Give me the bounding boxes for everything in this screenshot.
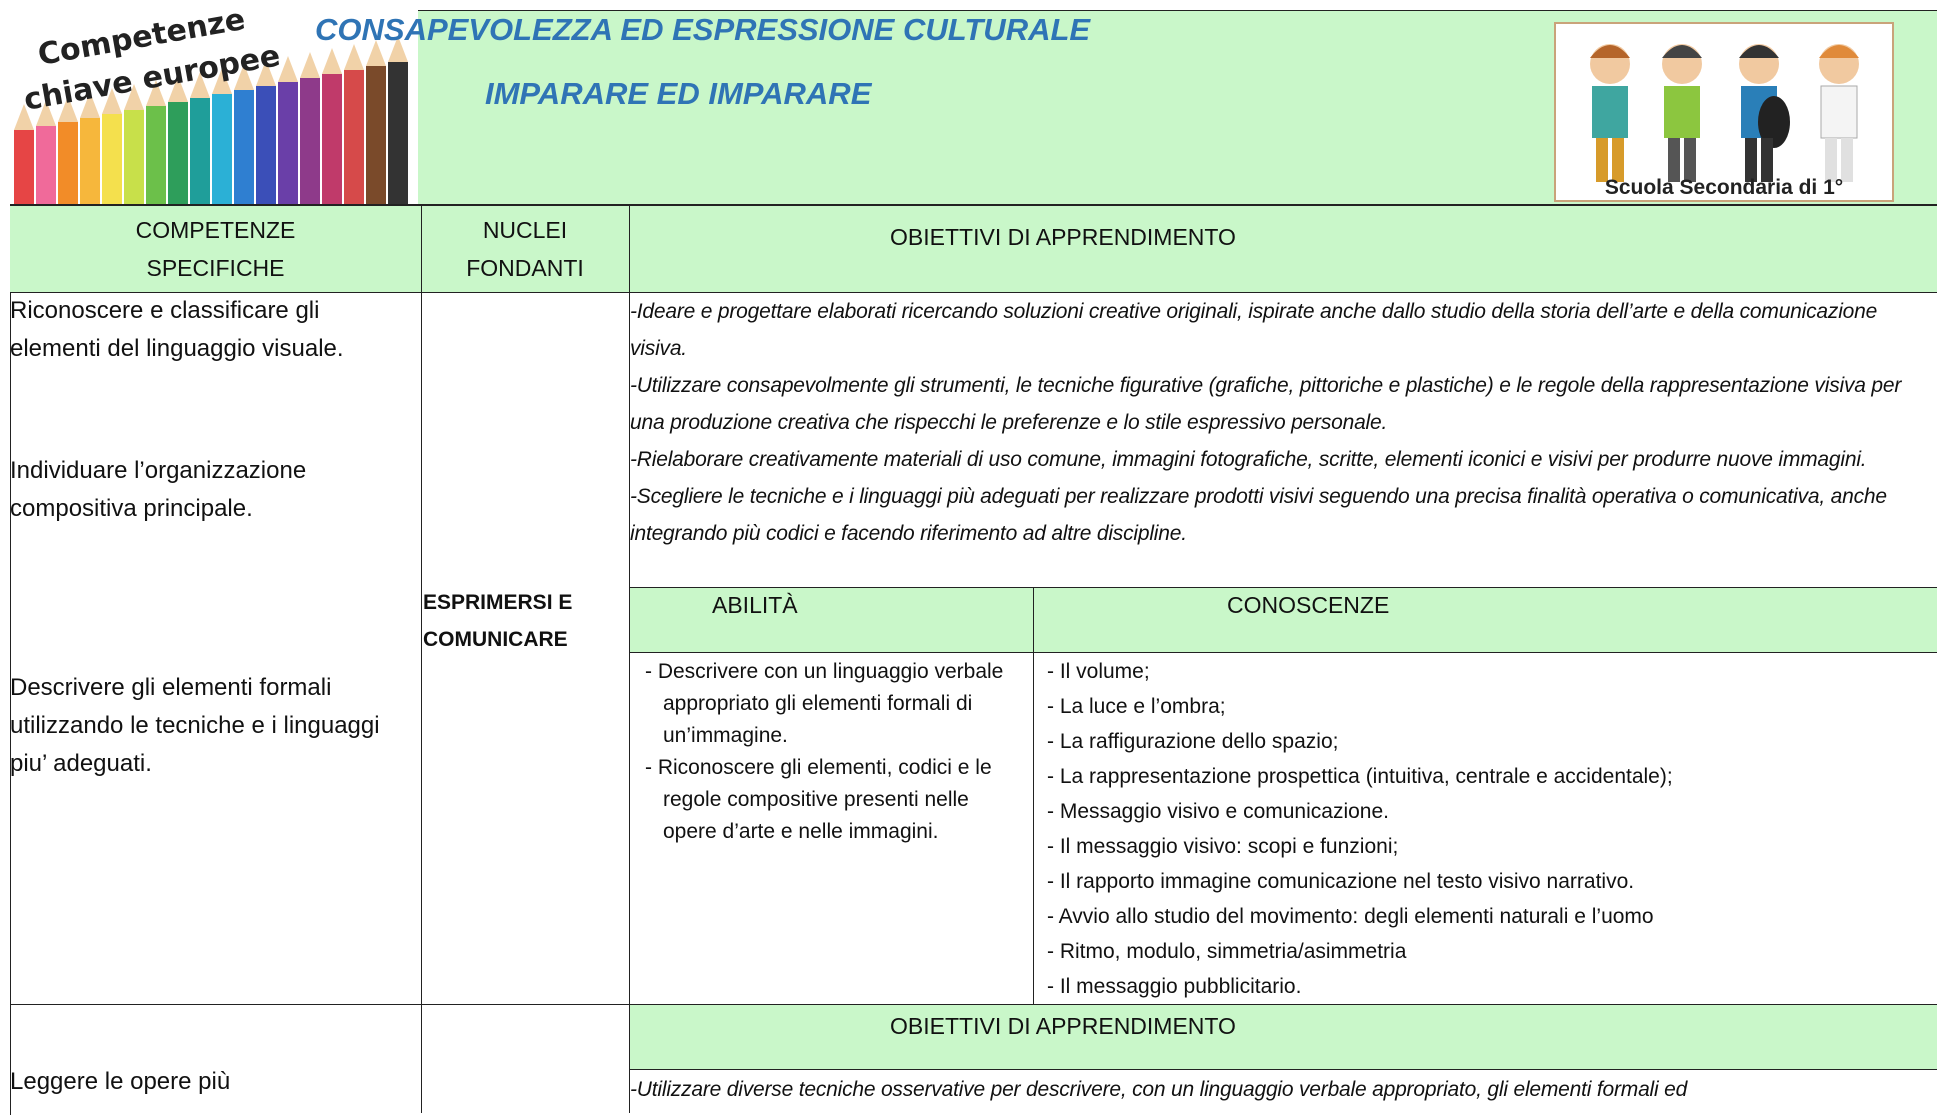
table-header [10,205,1937,292]
conoscenza: - Messaggio visivo e comunicazione. [1047,800,1389,823]
sub-header-label: ABILITÀ [712,592,798,618]
competenza: Riconoscere e classificare gli elementi … [10,297,344,362]
abilita-list: - Descrivere con un linguaggio verbale a… [645,656,1025,848]
conoscenza: - Il messaggio visivo: scopi e funzioni; [1047,835,1399,858]
abilita: - Riconoscere gli elementi, codici e le … [645,756,992,843]
sub-header [630,1005,1937,1070]
nucleo: ESPRIMERSI E COMUNICARE [423,591,573,651]
conoscenza: - Il volume; [1047,660,1150,683]
conoscenza: - Ritmo, modulo, simmetria/asimmetria [1047,940,1407,963]
conoscenza: - Il messaggio pubblicitario. [1047,975,1302,998]
column-header: COMPETENZE SPECIFICHE [135,217,296,281]
obiettivo: -Rielaborare creativamente materiali di … [630,448,1867,471]
conoscenza: - Avvio allo studio del movimento: degli… [1047,905,1654,928]
badge: Scuola Secondaria di 1° [1554,22,1894,202]
sub-header-label: OBIETTIVI DI APPRENDIMENTO [890,1013,1236,1039]
competenza: Descrivere gli elementi formali utilizza… [10,674,380,777]
badge-text: Scuola Secondaria di 1° [1605,176,1843,199]
column-divider [629,205,630,1113]
row-divider [10,292,1937,293]
obiettivo: -Utilizzare consapevolmente gli strument… [630,374,1902,434]
obiettivi: -Utilizzare diverse tecniche osservative… [630,1071,1930,1108]
conoscenza: - Il rapporto immagine comunicazione nel… [1047,870,1635,893]
sub-header-label: CONOSCENZE [1227,592,1390,618]
conoscenza: - La rappresentazione prospettica (intui… [1047,765,1673,788]
obiettivo: -Ideare e progettare elaborati ricercand… [630,300,1878,360]
sub-header [629,587,1937,652]
obiettivo: -Utilizzare diverse tecniche osservative… [630,1078,1688,1101]
competenza: Leggere le opere più [10,1068,231,1095]
conoscenze-list: - Il volume; - La luce e l’ombra; - La raf… [1047,654,1927,1004]
row-divider [10,1004,1937,1005]
obiettivo: -Scegliere le tecniche e i linguaggi più… [630,485,1887,545]
table [10,205,1937,1115]
logo: Competenze chiave europee [10,10,418,204]
title: CONSAPEVOLEZZA ED ESPRESSIONE CULTURALE [315,12,1091,47]
competenza: Individuare l’organizzazione compositiva… [10,457,307,522]
column-divider [421,205,422,1113]
row-divider [629,652,1937,653]
column-header: OBIETTIVI DI APPRENDIMENTO [890,224,1236,250]
abilita: - Descrivere con un linguaggio verbale a… [645,660,1004,747]
obiettivi: -Ideare e progettare elaborati ricercand… [630,293,1930,552]
conoscenza: - La luce e l’ombra; [1047,695,1226,718]
column-divider [1033,587,1034,1004]
subtitle: IMPARARE ED IMPARARE [485,76,872,111]
conoscenza: - La raffigurazione dello spazio; [1047,730,1339,753]
column-header: NUCLEI FONDANTI [466,217,584,281]
